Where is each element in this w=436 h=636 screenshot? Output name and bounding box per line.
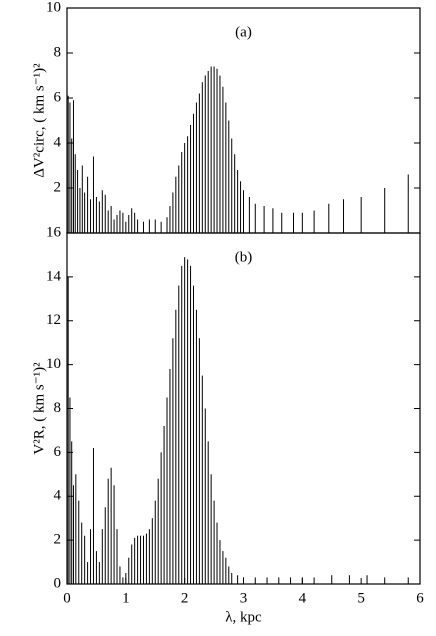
y-axis-label: V²R, ( km s⁻¹)²: [31, 362, 47, 455]
x-axis-label: λ, kpc: [225, 609, 262, 625]
y-tick-label: 12: [46, 312, 61, 328]
y-tick-label: 2: [54, 179, 62, 195]
y-tick-label: 0: [54, 575, 62, 591]
plot-frame: [66, 232, 421, 585]
x-tick-label: 0: [63, 590, 71, 606]
y-tick-label: 2: [54, 532, 62, 548]
x-tick-label: 4: [299, 590, 307, 606]
x-tick-label: 6: [416, 590, 424, 606]
y-tick-label: 16: [46, 224, 62, 240]
x-tick-label: 5: [357, 590, 365, 606]
y-tick-label: 8: [54, 400, 62, 416]
y-tick-label: 10: [46, 0, 61, 15]
x-tick-label: 2: [181, 590, 189, 606]
panel-label: (b): [235, 249, 253, 265]
y-tick-label: 10: [46, 356, 61, 372]
y-tick-label: 6: [54, 444, 62, 460]
y-tick-label: 4: [54, 488, 62, 504]
y-tick-label: 4: [54, 134, 62, 150]
y-axis-label: ΔV²circ, ( km s⁻¹)²: [31, 63, 47, 178]
y-tick-label: 6: [54, 89, 62, 105]
panel-label: (a): [235, 24, 252, 40]
x-tick-label: 3: [240, 590, 248, 606]
x-tick-label: 1: [122, 590, 130, 606]
y-tick-label: 14: [46, 268, 62, 284]
y-tick-label: 8: [54, 44, 62, 60]
